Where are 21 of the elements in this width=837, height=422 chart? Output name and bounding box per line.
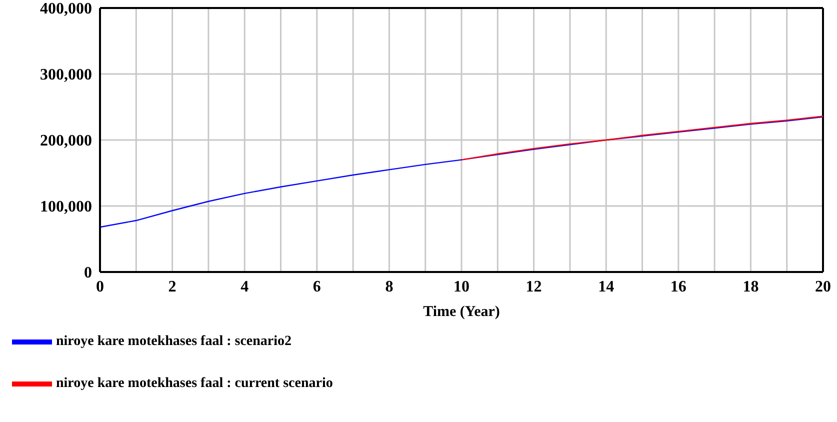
x-tick-label: 6	[312, 278, 321, 296]
x-tick-label: 4	[240, 278, 249, 296]
x-tick-label: 16	[670, 278, 686, 296]
x-tick-label: 20	[815, 278, 831, 296]
x-tick-label: 18	[742, 278, 759, 296]
legend-label: niroye kare motekhases faal : current scenario	[56, 376, 333, 392]
y-tick-label: 400,000	[40, 0, 92, 18]
x-tick-label: 14	[598, 278, 614, 296]
x-tick-label: 2	[168, 278, 176, 296]
y-tick-label: 300,000	[40, 66, 92, 84]
line-series	[460, 116, 823, 160]
line-series	[100, 116, 823, 228]
x-tick-label: 0	[96, 278, 104, 296]
x-tick-label: 10	[454, 278, 470, 296]
x-tick-label: 12	[526, 278, 542, 296]
y-tick-label: 0	[84, 264, 92, 282]
legend-label: niroye kare motekhases faal : scenario2	[56, 334, 292, 350]
x-axis-title: Time (Year)	[423, 304, 500, 320]
y-tick-label: 100,000	[40, 198, 92, 216]
y-tick-label: 200,000	[40, 132, 92, 150]
x-tick-label: 8	[385, 278, 394, 296]
